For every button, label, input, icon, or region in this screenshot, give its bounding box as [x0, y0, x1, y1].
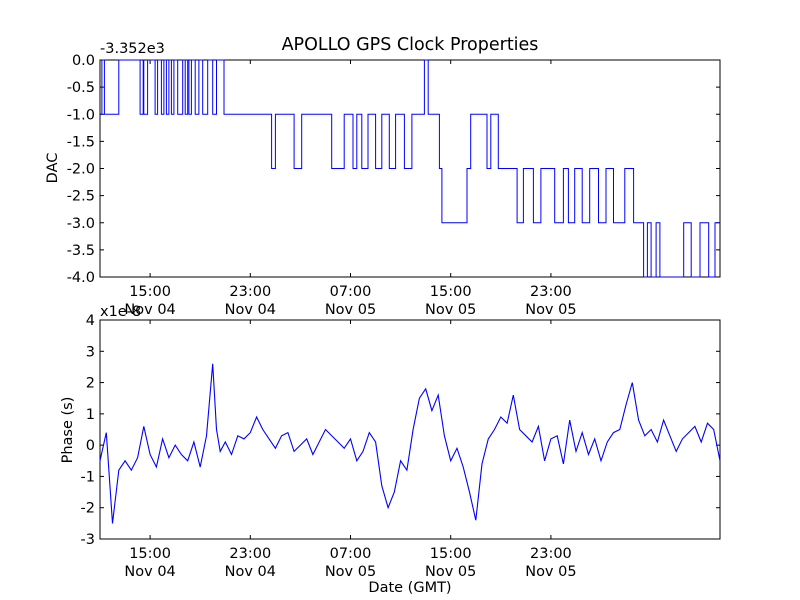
phase-x-tick-date: Nov 04	[124, 564, 175, 580]
dac-y-tick-label: -0.5	[67, 80, 95, 96]
dac-x-tick-date: Nov 04	[225, 302, 276, 318]
phase-offset-label: x1e-8	[100, 304, 141, 320]
phase-x-axis-label: Date (GMT)	[368, 580, 451, 596]
dac-panel: -3.352e3 DAC 0.0 -0.5 -1.0 -1.5 -2.0 -2.5 -3.0…	[45, 41, 721, 318]
dac-y-tick-label: -2.5	[67, 189, 95, 205]
dac-x-tick-time: 07:00	[330, 284, 372, 300]
phase-x-tick-date: Nov 04	[225, 564, 276, 580]
dac-x-tick-time: 23:00	[530, 284, 572, 300]
phase-y-tick-label: 1	[86, 407, 95, 423]
phase-x-tick-date: Nov 05	[425, 564, 476, 580]
phase-x-tick-date: Nov 05	[525, 564, 576, 580]
phase-x-tick-time: 23:00	[229, 546, 271, 562]
dac-x-tick-date: Nov 05	[525, 302, 576, 318]
dac-y-tick-label: -4.0	[67, 270, 95, 286]
dac-x-tick-time: 23:00	[229, 284, 271, 300]
phase-y-tick-label: 2	[86, 376, 95, 392]
dac-y-tick-label: -2.0	[67, 162, 95, 178]
phase-x-tick-time: 07:00	[330, 546, 372, 562]
phase-x-tick-time: 15:00	[129, 546, 171, 562]
dac-y-axis-label: DAC	[45, 153, 61, 184]
phase-y-tick-label: 3	[86, 344, 95, 360]
dac-y-tick-label: -3.0	[67, 216, 95, 232]
chart-title: APOLLO GPS Clock Properties	[282, 35, 539, 55]
phase-y-tick-label: 4	[86, 313, 95, 329]
phase-y-tick-label: -1	[81, 469, 95, 485]
phase-y-tick-label: -2	[81, 501, 95, 517]
phase-panel: x1e-8 Phase (s) Date (GMT) 4 3 2 1 0 -1 -2 -3 1…	[60, 304, 721, 596]
dac-x-tick-date: Nov 04	[124, 302, 175, 318]
phase-y-axis-label: Phase (s)	[60, 397, 76, 464]
dac-offset-label: -3.352e3	[100, 41, 165, 57]
phase-y-tick-label: 0	[86, 438, 95, 454]
phase-plot-frame	[99, 319, 721, 540]
dac-x-tick-time: 15:00	[129, 284, 171, 300]
dac-y-tick-label: -1.5	[67, 134, 95, 150]
dac-x-tick-date: Nov 05	[325, 302, 376, 318]
phase-x-tick-date: Nov 05	[325, 564, 376, 580]
dac-x-tick-date: Nov 05	[425, 302, 476, 318]
dac-y-tick-label: -1.0	[67, 107, 95, 123]
phase-series-line	[99, 363, 721, 524]
dac-x-tick-time: 15:00	[430, 284, 472, 300]
dac-y-tick-label: -3.5	[67, 243, 95, 259]
dac-series-line	[100, 59, 719, 278]
dac-y-tick-label: 0.0	[72, 53, 95, 69]
phase-y-tick-label: -3	[81, 532, 95, 548]
phase-x-tick-time: 23:00	[530, 546, 572, 562]
phase-x-tick-time: 15:00	[430, 546, 472, 562]
